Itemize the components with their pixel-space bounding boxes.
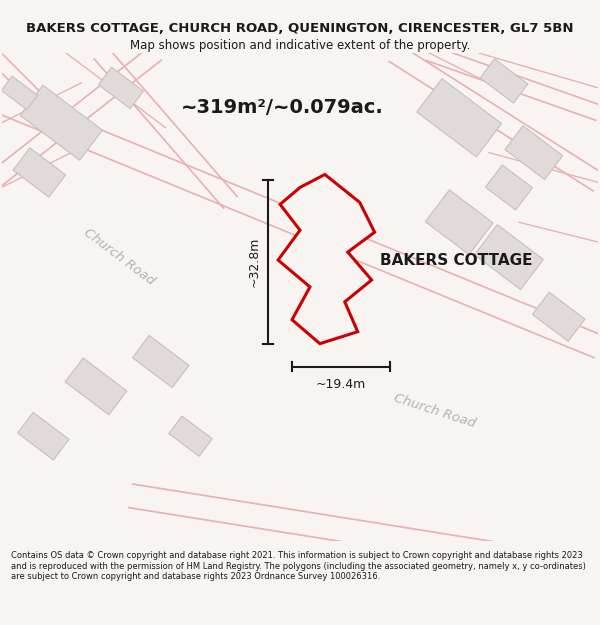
Polygon shape: [425, 190, 493, 254]
Polygon shape: [475, 224, 544, 289]
Text: ~32.8m: ~32.8m: [247, 237, 260, 288]
Polygon shape: [1, 76, 38, 109]
Polygon shape: [169, 416, 212, 456]
Text: BAKERS COTTAGE, CHURCH ROAD, QUENINGTON, CIRENCESTER, GL7 5BN: BAKERS COTTAGE, CHURCH ROAD, QUENINGTON,…: [26, 22, 574, 34]
Polygon shape: [417, 79, 502, 157]
Polygon shape: [278, 174, 374, 344]
Polygon shape: [485, 165, 532, 210]
Text: Contains OS data © Crown copyright and database right 2021. This information is : Contains OS data © Crown copyright and d…: [11, 551, 586, 581]
Text: Church Road: Church Road: [392, 392, 477, 431]
Polygon shape: [480, 59, 528, 103]
Text: ~19.4m: ~19.4m: [316, 379, 366, 391]
Text: BAKERS COTTAGE: BAKERS COTTAGE: [380, 253, 532, 268]
Polygon shape: [532, 292, 585, 341]
Polygon shape: [98, 68, 143, 109]
Polygon shape: [133, 336, 189, 388]
Text: Church Road: Church Road: [81, 226, 157, 288]
Polygon shape: [17, 412, 69, 460]
Text: ~319m²/~0.079ac.: ~319m²/~0.079ac.: [181, 98, 383, 118]
Polygon shape: [13, 148, 65, 197]
Polygon shape: [505, 126, 563, 179]
Polygon shape: [20, 85, 103, 161]
Polygon shape: [65, 358, 127, 415]
Text: Map shows position and indicative extent of the property.: Map shows position and indicative extent…: [130, 39, 470, 51]
